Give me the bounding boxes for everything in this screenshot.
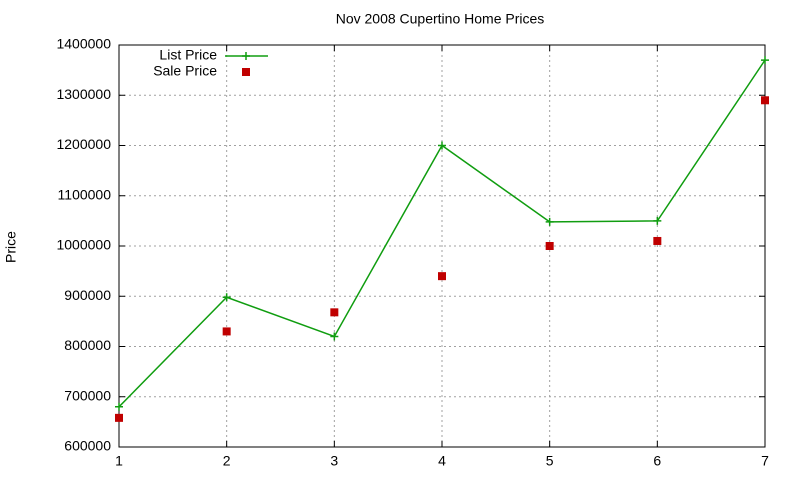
- point-marker: [545, 242, 554, 250]
- point-marker: [115, 402, 123, 411]
- x-tick-label: 5: [546, 453, 554, 469]
- point-marker: [222, 327, 231, 336]
- y-tick-label: 1400000: [56, 36, 111, 52]
- x-tick-label: 6: [653, 453, 661, 469]
- point-marker: [438, 272, 446, 281]
- point-marker: [761, 56, 769, 65]
- chart-title: Nov 2008 Cupertino Home Prices: [336, 11, 545, 27]
- point-marker: [653, 216, 662, 225]
- plot-border: [118, 44, 766, 448]
- point-marker: [330, 332, 339, 341]
- point-marker: [545, 217, 554, 226]
- point-marker: [222, 293, 231, 302]
- legend-marker: [242, 52, 250, 60]
- x-tick-label: 4: [438, 453, 446, 469]
- y-tick-label: 1100000: [58, 186, 112, 202]
- y-tick-label: 900000: [64, 287, 111, 303]
- point-marker: [761, 96, 769, 105]
- point-marker: [438, 141, 446, 150]
- y-tick-label: 1200000: [56, 136, 111, 152]
- point-marker: [653, 236, 662, 245]
- legend-label: List Price: [159, 47, 217, 63]
- x-tick-label: 1: [115, 453, 123, 469]
- y-tick-label: 600000: [64, 438, 111, 454]
- y-tick-label: 800000: [64, 337, 111, 353]
- y-tick-label: 1000000: [56, 237, 111, 253]
- y-axis-label: Price: [3, 231, 19, 263]
- x-tick-label: 3: [330, 453, 338, 469]
- x-tick-label: 7: [761, 453, 769, 469]
- legend-marker: [242, 68, 250, 76]
- y-tick-label: 700000: [64, 387, 111, 403]
- series-line: [118, 59, 766, 408]
- point-marker: [330, 308, 339, 317]
- point-marker: [115, 413, 123, 422]
- legend-label: Sale Price: [153, 63, 217, 79]
- x-tick-label: 2: [223, 453, 231, 469]
- y-tick-label: 1300000: [56, 86, 111, 102]
